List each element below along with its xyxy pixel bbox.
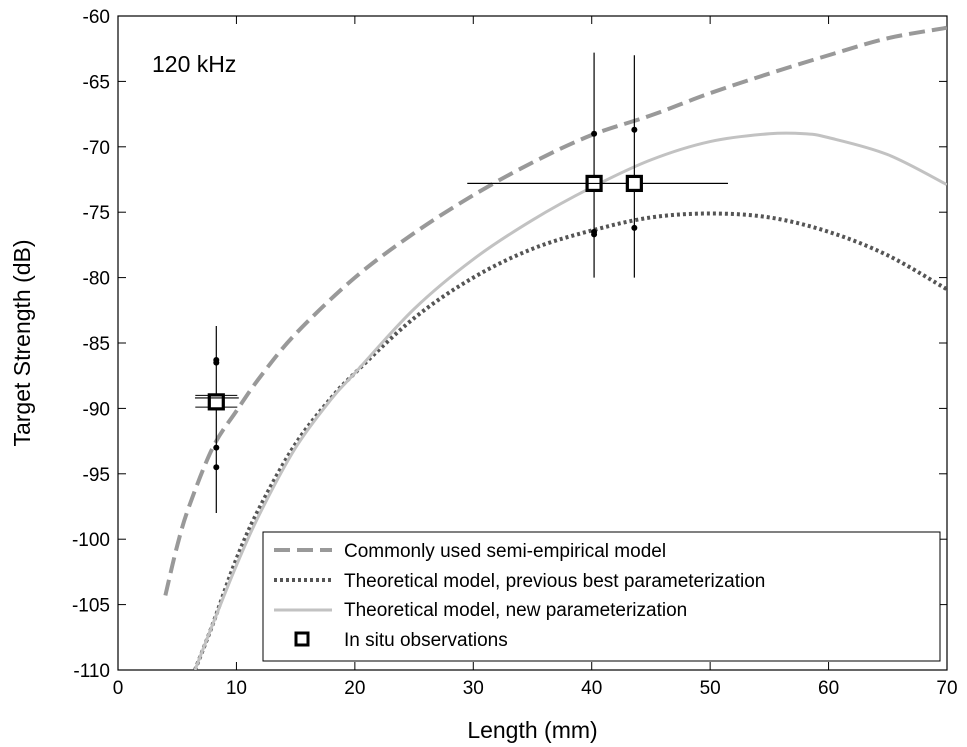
legend-label-semi-empirical: Commonly used semi-empirical model bbox=[344, 541, 666, 562]
legend-label-previous: Theoretical model, previous best paramet… bbox=[344, 571, 765, 592]
series-layer bbox=[163, 25, 947, 670]
y-tick-label: -90 bbox=[83, 399, 110, 420]
x-tick-label: 10 bbox=[226, 678, 247, 699]
x-tick-label: 20 bbox=[344, 678, 365, 699]
axis-ticks: 0 10 20 30 40 50 60 70 -60 -65 -70 -75 -80 -85 -90 -95 -… bbox=[72, 7, 958, 699]
y-tick-label: -75 bbox=[83, 203, 110, 224]
observations-layer bbox=[194, 52, 728, 514]
x-tick-label: 50 bbox=[700, 678, 721, 699]
x-tick-label: 60 bbox=[818, 678, 839, 699]
legend: Commonly used semi-empirical model Theor… bbox=[262, 531, 941, 662]
observation-dot bbox=[631, 126, 638, 133]
y-tick-label: -65 bbox=[83, 72, 110, 93]
y-tick-label: -80 bbox=[83, 269, 110, 290]
observation-point bbox=[467, 55, 728, 278]
frequency-annotation: 120 kHz bbox=[152, 51, 236, 77]
y-tick-label: -85 bbox=[83, 334, 110, 355]
series-previous-parameterization bbox=[193, 211, 947, 670]
observation-dot bbox=[631, 224, 638, 231]
legend-box bbox=[262, 531, 941, 662]
y-tick-label: -105 bbox=[72, 596, 110, 617]
x-tick-label: 0 bbox=[113, 678, 124, 699]
observation-dot bbox=[591, 130, 598, 137]
x-tick-label: 40 bbox=[581, 678, 602, 699]
observation-dot bbox=[213, 359, 220, 366]
series-new-parameterization bbox=[193, 131, 947, 670]
observation-marker bbox=[625, 174, 643, 193]
y-tick-label: -70 bbox=[83, 138, 110, 159]
y-tick-label: -110 bbox=[73, 661, 110, 682]
legend-label-observations: In situ observations bbox=[344, 630, 508, 651]
legend-label-new: Theoretical model, new parameterization bbox=[344, 600, 687, 621]
series-semi-empirical bbox=[163, 25, 947, 596]
observation-marker bbox=[207, 393, 225, 411]
y-tick-label: -60 bbox=[83, 7, 110, 28]
x-tick-label: 30 bbox=[463, 678, 484, 699]
x-axis-label: Length (mm) bbox=[467, 717, 597, 743]
y-axis-label: Target Strength (dB) bbox=[9, 239, 35, 446]
legend-swatch-observations bbox=[294, 631, 310, 647]
y-tick-label: -100 bbox=[72, 530, 110, 551]
observation-dot bbox=[213, 464, 220, 471]
x-tick-label: 70 bbox=[936, 678, 957, 699]
observation-dot bbox=[213, 444, 220, 451]
observation-dot bbox=[591, 231, 598, 238]
y-tick-label: -95 bbox=[83, 465, 110, 486]
